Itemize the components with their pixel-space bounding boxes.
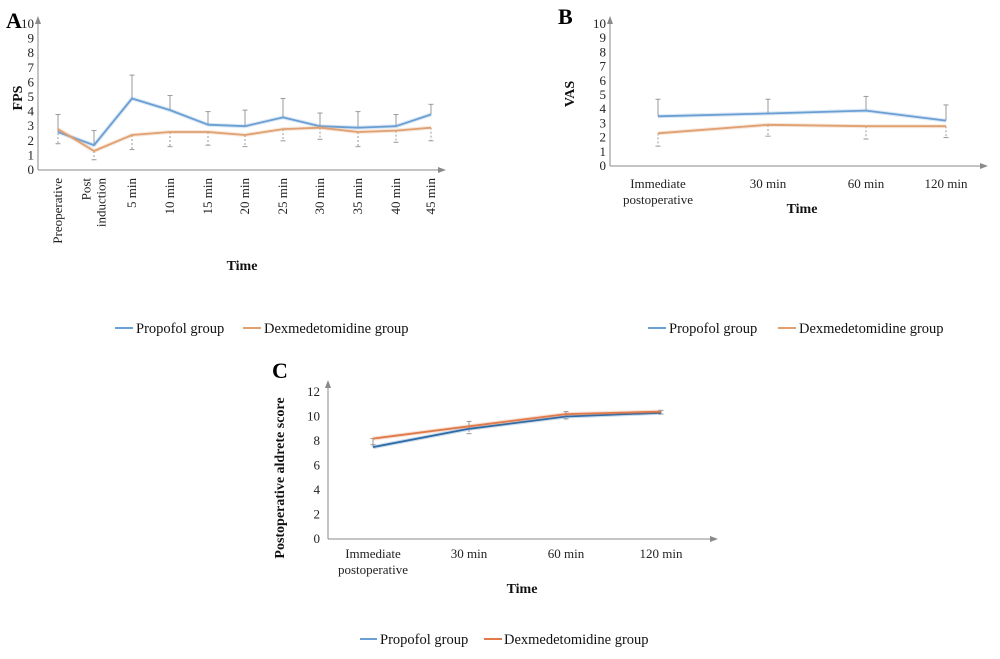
panel-c-legend: Propofol group Dexmedetomidine group <box>360 632 649 648</box>
panel-a-x-arrow <box>438 167 446 173</box>
panel-c-y-tick-label: 4 <box>314 482 321 497</box>
panel-c-y-tick-label: 8 <box>314 433 321 448</box>
panel-b-y-label: VAS <box>563 81 578 107</box>
panel-a-x-tick-label: induction <box>94 178 109 228</box>
panel-a-x-tick-label: 40 min <box>388 178 403 215</box>
panel-a-x-tick-label: 25 min <box>275 178 290 215</box>
legend-c-propofol-label: Propofol group <box>380 632 468 648</box>
panel-b-y-tick-label: 7 <box>600 59 607 74</box>
panel-a-x-tick-label: 10 min <box>162 178 177 215</box>
panel-c-x-tick-label: 30 min <box>451 546 488 561</box>
panel-a-x-tick-label: Preoperative <box>50 178 65 244</box>
panel-c-y-tick-label: 6 <box>314 458 321 473</box>
panel-b-x-tick-label: 30 min <box>750 176 787 191</box>
panel-a-y-tick-label: 4 <box>28 104 35 119</box>
panel-b-y-arrow <box>607 16 613 24</box>
panel-c-y-tick-label: 10 <box>307 409 320 424</box>
panel-a-x-tick-label: 45 min <box>423 178 438 215</box>
panel-a-y-tick-label: 7 <box>28 60 35 75</box>
panel-c-x-tick-label: 60 min <box>548 546 585 561</box>
panel-a-x-tick-label: Post <box>79 178 94 201</box>
panel-c-propofol-line <box>372 411 662 448</box>
panel-a-y-tick-label: 0 <box>28 162 35 177</box>
panel-a-y-tick-label: 6 <box>28 74 35 89</box>
panel-b-x-tick-label: 120 min <box>925 176 968 191</box>
panel-b-x-tick-label: postoperative <box>623 192 693 207</box>
panel-c-x-label: Time <box>507 582 538 597</box>
panel-a-x-label: Time <box>227 259 258 274</box>
panel-b-dexmedetomidine-line <box>657 123 946 135</box>
panel-b-letter: B <box>558 4 573 29</box>
panel-a-y-label: FPS <box>11 85 26 110</box>
panel-a-y-tick-label: 9 <box>28 31 35 46</box>
panel-c-y-tick-label: 12 <box>307 384 320 399</box>
panel-b-propofol-line <box>657 109 947 122</box>
panel-a-letter: A <box>6 8 22 33</box>
panel-b-y-tick-label: 3 <box>600 115 607 130</box>
panel-b-y-tick-label: 6 <box>600 73 607 88</box>
panel-b-y-tick-label: 1 <box>600 144 607 159</box>
panel-a-y-arrow <box>35 16 41 24</box>
panel-b-x-tick-label: 60 min <box>848 176 885 191</box>
legend-c-dexmedetomidine-label: Dexmedetomidine group <box>504 632 649 648</box>
panel-c-y-label: Postoperative aldrete score <box>273 397 288 558</box>
panel-a-x-tick-label: 30 min <box>312 178 327 215</box>
panel-c-x-tick-label: Immediate <box>345 546 401 561</box>
panel-a-y-tick-label: 8 <box>28 45 35 60</box>
panel-b-x-label: Time <box>787 202 818 217</box>
panel-a-x-tick-label: 35 min <box>350 178 365 215</box>
panel-b-y-tick-label: 4 <box>600 101 607 116</box>
panel-a-dexmedetomidine-line <box>57 126 432 152</box>
panel-c-dexmedetomidine-line <box>372 410 662 440</box>
panel-b-x-arrow <box>980 163 988 169</box>
panel-a-y-tick-label: 5 <box>28 89 35 104</box>
legend-a-propofol-label: Propofol group <box>136 321 224 337</box>
panel-a-y-tick-label: 10 <box>21 16 34 31</box>
panel-c-y-tick-label: 0 <box>314 531 321 546</box>
legend-b-propofol-label: Propofol group <box>669 321 757 337</box>
panel-b-x-tick-label: Immediate <box>630 176 686 191</box>
panel-c-x-tick-label: postoperative <box>338 562 408 577</box>
panel-b-y-tick-label: 0 <box>600 158 607 173</box>
panel-b-legend: Propofol group Dexmedetomidine group <box>648 321 944 337</box>
panel-a-x-tick-label: 20 min <box>237 178 252 215</box>
panel-c-x-arrow <box>710 536 718 542</box>
panel-c-y-arrow <box>325 380 331 388</box>
panel-a-propofol-line <box>57 97 432 147</box>
panel-b-y-tick-label: 5 <box>600 87 607 102</box>
panel-b-y-tick-label: 2 <box>600 130 607 145</box>
panel-c-letter: C <box>272 358 288 383</box>
panel-c-x-tick-label: 120 min <box>640 546 683 561</box>
panel-b-y-tick-label: 8 <box>600 44 607 59</box>
panel-a-y-tick-label: 3 <box>28 118 35 133</box>
panel-b-y-tick-label: 10 <box>593 16 606 31</box>
panel-a-legend: Propofol group Dexmedetomidine group <box>115 321 409 337</box>
panel-c-y-tick-label: 2 <box>314 507 321 522</box>
legend-a-dexmedetomidine-label: Dexmedetomidine group <box>264 321 409 337</box>
panel-c-propofol-line-halo <box>372 410 662 450</box>
panel-b-y-tick-label: 9 <box>600 30 607 45</box>
panel-c-chart: C Postoperative aldrete score Time 0 2 4 6 8… <box>272 358 718 597</box>
panel-a-y-tick-label: 1 <box>28 147 35 162</box>
panel-a-x-tick-label: 5 min <box>124 178 139 208</box>
panel-a-x-tick-label: 15 min <box>200 178 215 215</box>
panel-a-y-tick-label: 2 <box>28 133 35 148</box>
legend-b-dexmedetomidine-label: Dexmedetomidine group <box>799 321 944 337</box>
